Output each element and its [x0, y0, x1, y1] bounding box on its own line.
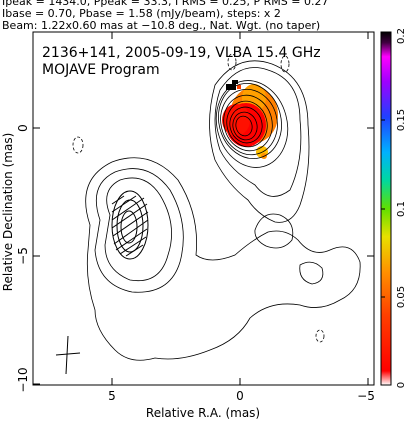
beam-marker — [55, 335, 81, 375]
x-axis-ticks — [111, 32, 369, 385]
map-frame — [32, 31, 375, 386]
colorbar-tick-label: 0 — [396, 382, 407, 388]
core-contours — [209, 60, 310, 223]
x-axis-label: Relative R.A. (mas) — [146, 406, 260, 420]
colorbar-tick-label: 0.15 — [396, 109, 407, 131]
colorbar-ticks — [381, 31, 385, 386]
header-line-1: Ipeak = 1434.0, Ppeak = 33.3, I RMS = 0.… — [2, 0, 329, 8]
y-tick-label: −5 — [16, 247, 30, 265]
polarization-vectors — [111, 190, 149, 260]
y-tick-label: 0 — [16, 124, 30, 132]
colorbar-tick-label: 0.1 — [396, 201, 407, 217]
x-tick-label: 0 — [236, 389, 244, 403]
y-axis-ticks — [33, 127, 374, 385]
colorbar-tick-label: 0.2 — [396, 28, 407, 44]
jet-contours — [85, 157, 361, 361]
header-line-3: Beam: 1.22x0.60 mas at −10.8 deg., Nat. … — [2, 19, 321, 32]
header-line-2: Ibase = 0.70, Pbase = 1.58 (mJy/beam), s… — [2, 7, 281, 20]
x-tick-label: −5 — [357, 389, 375, 403]
y-axis-label: Relative Declination (mas) — [1, 133, 15, 292]
colorbar-tick-label: 0.05 — [396, 286, 407, 308]
x-tick-label: 5 — [108, 389, 116, 403]
map-contents — [55, 53, 361, 375]
map-title: 2136+141, 2005-09-19, VLBA 15.4 GHz — [42, 45, 321, 61]
map-subtitle: MOJAVE Program — [42, 62, 160, 78]
y-tick-label: −10 — [16, 367, 30, 392]
negative-contours — [72, 53, 325, 343]
